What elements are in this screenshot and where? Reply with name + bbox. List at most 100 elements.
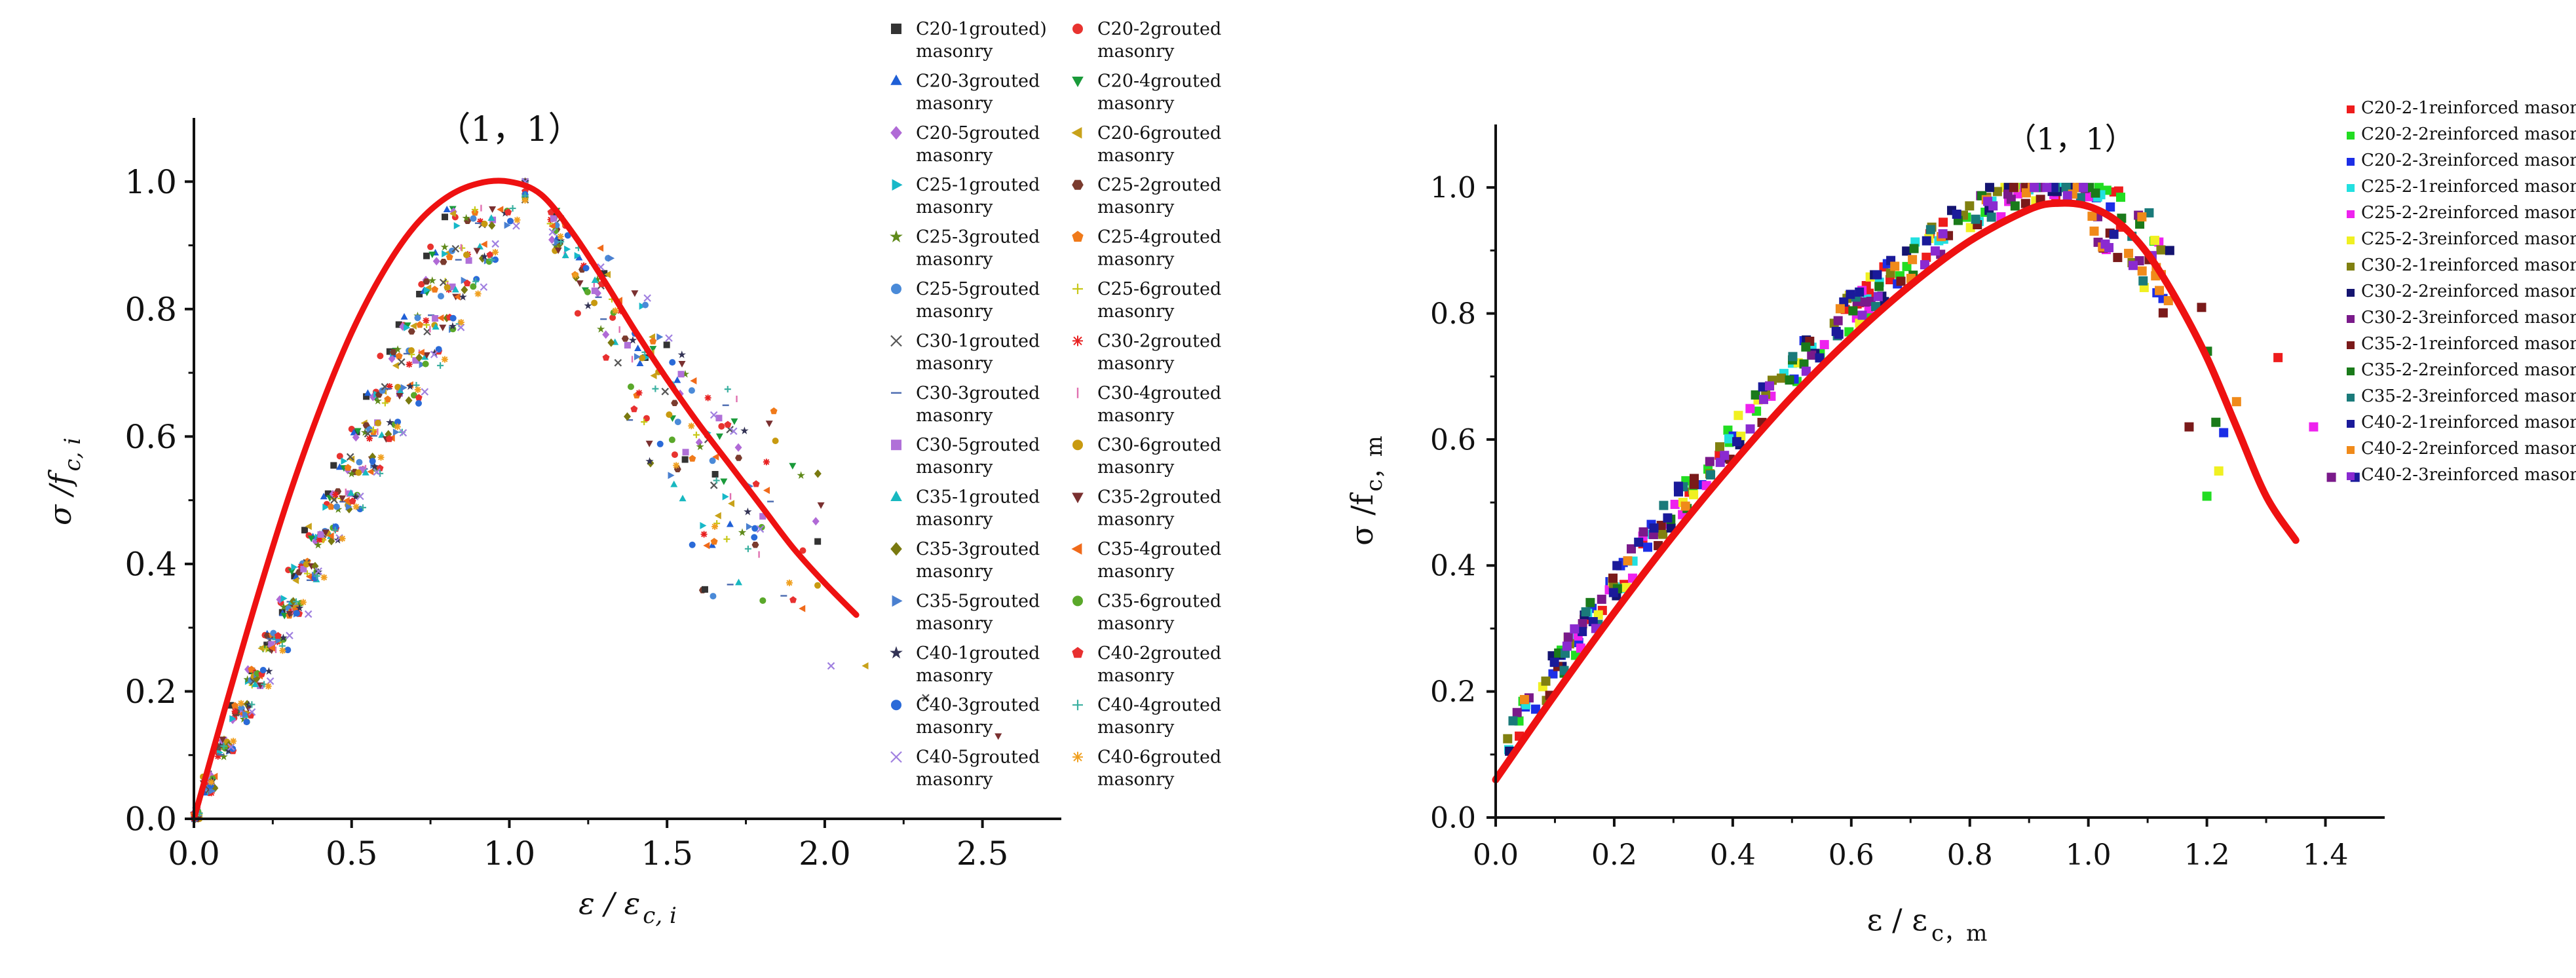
x-tick-label: 0.4 (1710, 838, 1756, 872)
data-point (1777, 373, 1787, 383)
data-point (1848, 306, 1858, 316)
data-point (765, 421, 773, 428)
data-point (1857, 310, 1867, 320)
legend-item: C25-2-2reinforced masonry (2347, 203, 2576, 223)
data-point (242, 710, 250, 718)
data-point (386, 418, 394, 426)
data-point (2106, 202, 2115, 212)
y-tick-label: 0.6 (1430, 423, 1476, 457)
data-point (339, 495, 347, 502)
data-point (463, 252, 470, 259)
data-point (812, 517, 820, 526)
data-point (609, 314, 616, 321)
legend-label: C30-1grouted (916, 331, 1040, 351)
data-point (2163, 295, 2173, 305)
data-point (584, 301, 592, 309)
data-point (548, 222, 556, 230)
data-point (668, 436, 675, 443)
data-point (772, 437, 779, 444)
data-point (576, 280, 584, 288)
data-point (723, 536, 730, 543)
data-point (414, 386, 421, 393)
data-point (710, 593, 717, 600)
legend-item: C40-2-1reinforced masonry (2347, 413, 2576, 432)
data-point (1902, 246, 1912, 256)
data-point (349, 497, 356, 504)
y-axis-label-main: σ /f (43, 470, 78, 526)
data-point (724, 421, 732, 428)
data-point (751, 534, 758, 541)
data-point (437, 362, 444, 369)
data-point (751, 542, 759, 548)
data-point (404, 324, 411, 331)
data-point (461, 285, 468, 294)
data-point (630, 405, 638, 413)
data-point (649, 346, 657, 353)
x-tick-label: 1.5 (641, 835, 693, 873)
data-point (703, 542, 710, 550)
y-tick-label: 0.4 (124, 545, 177, 583)
data-point (713, 477, 720, 484)
legend-label: C40-6grouted (1097, 747, 1221, 768)
legend-label-line2: masonry (916, 353, 993, 373)
legend-label-line2: masonry (1097, 770, 1175, 790)
legend-label: C30-2-2reinforced masonry (2361, 282, 2576, 301)
data-point (2091, 188, 2100, 198)
legend-label: C25-2-1reinforced masonry (2361, 177, 2576, 197)
legend-marker (1071, 127, 1082, 139)
data-point (668, 472, 675, 480)
data-point (688, 423, 695, 430)
legend-label: C40-2-3reinforced masonry (2361, 465, 2576, 485)
data-point (1902, 261, 1912, 271)
data-point (2083, 192, 2093, 202)
data-point (292, 576, 299, 584)
data-point (470, 215, 477, 222)
data-point (386, 348, 393, 355)
data-point (1627, 544, 1637, 554)
legend-label: C30-6grouted (1097, 435, 1221, 455)
data-point (2326, 472, 2336, 482)
data-point (421, 388, 429, 396)
data-point (711, 471, 719, 478)
legend-marker (891, 284, 901, 294)
data-point (384, 395, 392, 403)
legend-label: C20-3grouted (916, 71, 1040, 91)
data-point (645, 457, 654, 465)
data-point (740, 426, 749, 434)
data-point (449, 314, 457, 322)
data-point (1612, 561, 1622, 571)
data-point (735, 455, 742, 461)
legend-marker (1072, 700, 1083, 711)
data-point (759, 513, 767, 520)
data-point (344, 464, 352, 471)
legend-label: C25-3grouted (916, 227, 1040, 248)
data-point (548, 228, 557, 236)
data-point (712, 453, 719, 461)
data-point (2197, 303, 2207, 312)
legend-label-line2: masonry (916, 510, 993, 530)
data-point (2042, 183, 2052, 193)
data-point (286, 631, 294, 639)
data-point (789, 462, 797, 470)
y-axis-label-sub: c，m (1361, 436, 1388, 491)
data-point (1732, 437, 1742, 447)
y-tick-label: 0.0 (1430, 801, 1476, 835)
data-point (230, 738, 237, 745)
legend-marker (1072, 647, 1084, 658)
data-point (293, 610, 300, 617)
data-point (1751, 390, 1760, 400)
legend-label-line2: masonry (1097, 145, 1175, 166)
legend-item: C35-2-3reinforced masonry (2347, 386, 2576, 406)
data-point (2144, 208, 2154, 217)
data-point (301, 527, 309, 534)
data-point (2150, 235, 2160, 245)
legend-label: C20-1grouted) (916, 19, 1047, 39)
legend-label-line2: masonry (1097, 41, 1175, 62)
data-point (407, 347, 415, 354)
